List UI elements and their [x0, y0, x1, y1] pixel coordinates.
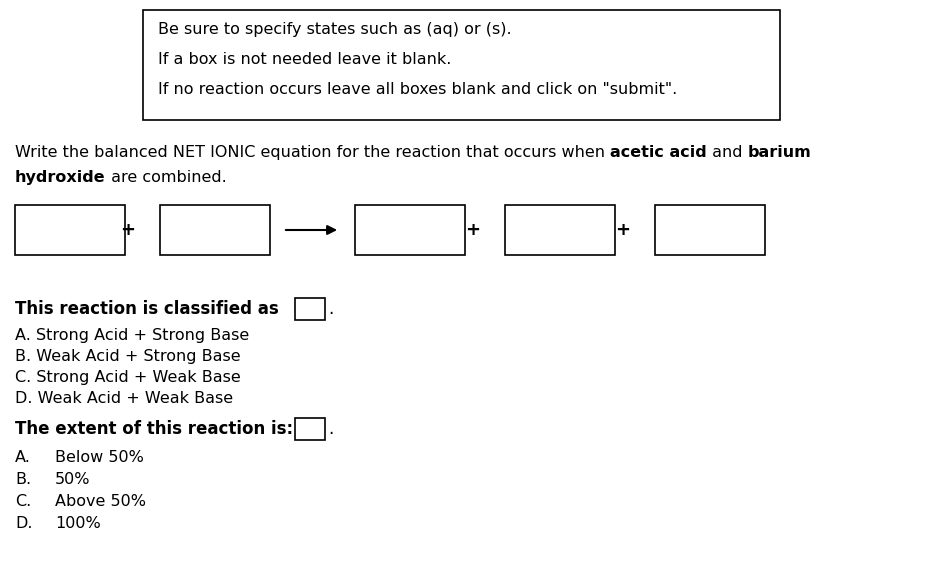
Text: Write the balanced NET IONIC equation for the reaction that occurs when: Write the balanced NET IONIC equation fo…: [15, 145, 610, 160]
Text: A. Strong Acid + Strong Base: A. Strong Acid + Strong Base: [15, 328, 249, 343]
Bar: [355, 205, 465, 255]
Text: A.: A.: [15, 450, 31, 465]
Text: Be sure to specify states such as (aq) or (s).: Be sure to specify states such as (aq) o…: [158, 22, 512, 37]
Text: +: +: [120, 221, 135, 239]
Text: B.: B.: [15, 472, 31, 487]
Text: hydroxide: hydroxide: [15, 170, 105, 185]
Text: acetic acid: acetic acid: [610, 145, 707, 160]
Text: B. Weak Acid + Strong Base: B. Weak Acid + Strong Base: [15, 349, 240, 364]
Text: D.: D.: [15, 516, 32, 531]
Text: D. Weak Acid + Weak Base: D. Weak Acid + Weak Base: [15, 391, 233, 406]
Text: +: +: [465, 221, 480, 239]
Text: 50%: 50%: [55, 472, 91, 487]
Bar: [655, 205, 765, 255]
Bar: [160, 205, 270, 255]
Text: The extent of this reaction is:: The extent of this reaction is:: [15, 420, 293, 438]
Text: C. Strong Acid + Weak Base: C. Strong Acid + Weak Base: [15, 370, 240, 385]
Text: and: and: [707, 145, 747, 160]
Bar: [295, 418, 325, 440]
Text: +: +: [615, 221, 631, 239]
Text: 100%: 100%: [55, 516, 101, 531]
Bar: [15, 205, 125, 255]
Bar: [295, 298, 325, 320]
Text: This reaction is classified as: This reaction is classified as: [15, 300, 278, 318]
Text: If no reaction occurs leave all boxes blank and click on "submit".: If no reaction occurs leave all boxes bl…: [158, 82, 677, 97]
Text: .: .: [328, 300, 333, 318]
Bar: [505, 205, 615, 255]
Text: barium: barium: [747, 145, 811, 160]
Text: Above 50%: Above 50%: [55, 494, 146, 509]
Text: .: .: [328, 420, 333, 438]
Bar: [143, 10, 780, 120]
Text: C.: C.: [15, 494, 31, 509]
Text: are combined.: are combined.: [105, 170, 227, 185]
Text: Below 50%: Below 50%: [55, 450, 144, 465]
Text: If a box is not needed leave it blank.: If a box is not needed leave it blank.: [158, 52, 451, 67]
